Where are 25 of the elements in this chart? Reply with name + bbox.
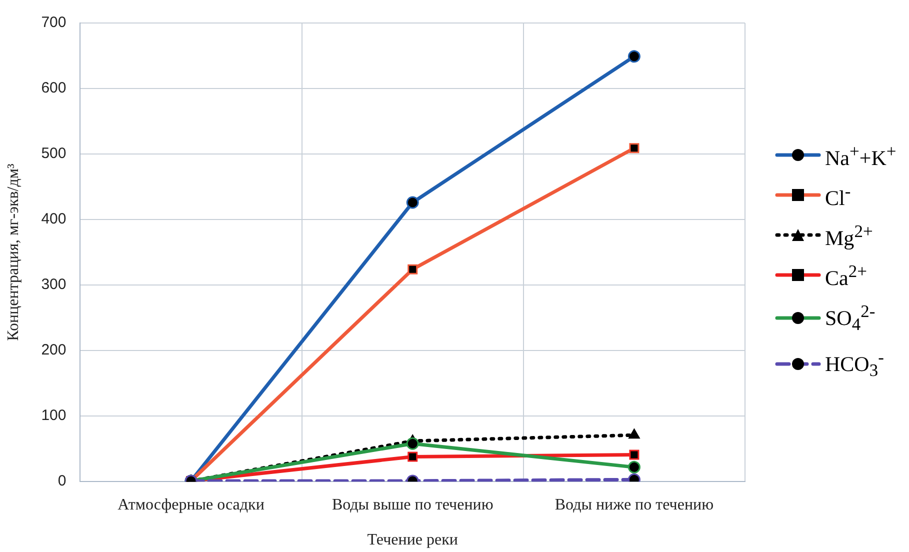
legend-label: Na$^{+}$+K$^{+}$ xyxy=(825,140,896,172)
point xyxy=(408,264,418,274)
y-tick-label: 0 xyxy=(58,472,66,490)
y-axis-title: Концентрация, мг-экв/дм³ xyxy=(4,164,22,341)
y-tick-label: 200 xyxy=(41,342,66,359)
point xyxy=(629,450,640,460)
point xyxy=(408,452,418,462)
point xyxy=(406,437,419,450)
legend-label: Mg$^{2+}$ xyxy=(825,220,873,252)
x-tick-label: Атмосферные осадки xyxy=(118,496,265,514)
y-tick-label: 100 xyxy=(41,407,66,424)
y-tick-label: 600 xyxy=(41,80,66,97)
y-tick-label: 300 xyxy=(41,276,66,294)
point xyxy=(406,196,419,209)
point xyxy=(628,50,640,63)
y-tick-label: 400 xyxy=(41,210,66,228)
point xyxy=(629,143,640,154)
point xyxy=(628,460,640,474)
y-tick-label: 700 xyxy=(41,14,66,32)
y-tick-label: 500 xyxy=(41,145,66,162)
x-tick-label: Воды выше по течению xyxy=(332,496,494,514)
x-axis-title: Течение реки xyxy=(367,532,458,549)
x-tick-label: Воды ниже по течению xyxy=(554,496,714,514)
legend-label: Cl$^{-}$ xyxy=(825,180,851,212)
legend-label: Ca$^{2+}$ xyxy=(825,260,867,292)
